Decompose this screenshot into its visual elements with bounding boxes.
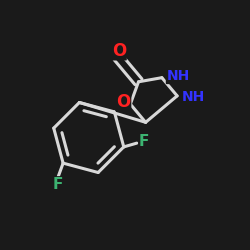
Text: O: O bbox=[112, 42, 126, 60]
Text: F: F bbox=[53, 177, 63, 192]
Text: O: O bbox=[116, 92, 130, 110]
Text: F: F bbox=[139, 134, 149, 150]
Text: NH: NH bbox=[166, 70, 190, 84]
Text: NH: NH bbox=[182, 90, 205, 104]
